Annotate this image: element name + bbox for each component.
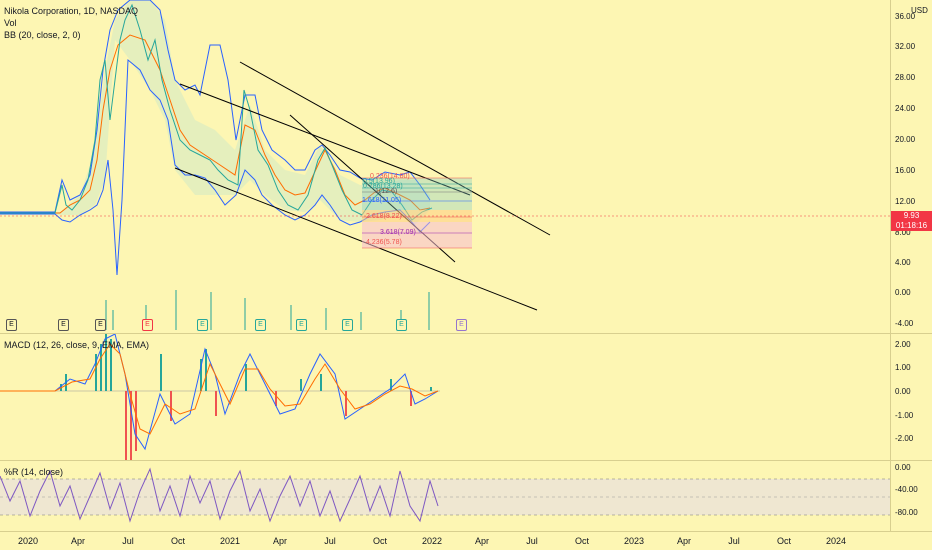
price-tick: 4.00 bbox=[895, 258, 911, 267]
earnings-badge[interactable]: E bbox=[396, 319, 407, 331]
fib-level-5: 2.618(8.22) bbox=[366, 213, 402, 220]
time-label: Apr bbox=[70, 536, 86, 546]
earnings-badge[interactable]: E bbox=[6, 319, 17, 331]
time-label: Apr bbox=[272, 536, 288, 546]
earnings-badge[interactable]: E bbox=[142, 319, 153, 331]
bollinger-upper-band bbox=[0, 0, 431, 213]
time-label: Jul bbox=[526, 536, 538, 546]
signal-line bbox=[0, 343, 439, 435]
earnings-badge[interactable]: E bbox=[342, 319, 353, 331]
macd-tick: 2.00 bbox=[895, 340, 911, 349]
earnings-badge[interactable]: E bbox=[58, 319, 69, 331]
macd-line bbox=[0, 334, 439, 451]
fib-level-3: 1(12.6) bbox=[375, 188, 398, 195]
price-scale[interactable]: USD 36.00 32.00 28.00 24.00 20.00 16.00 … bbox=[890, 0, 932, 333]
macd-label: MACD (12, 26, close, 9, EMA, EMA) bbox=[4, 340, 150, 350]
bollinger-lower-band bbox=[0, 58, 431, 276]
bar-countdown-label: 01:18:16 bbox=[891, 221, 932, 231]
price-tick: 16.00 bbox=[895, 166, 916, 175]
trendline-upper bbox=[239, 61, 551, 236]
volume-bars bbox=[105, 290, 430, 330]
time-label: Jul bbox=[122, 536, 134, 546]
time-label: Oct bbox=[574, 536, 590, 546]
earnings-badge[interactable]: E bbox=[296, 319, 307, 331]
fib-level-6: 3.618(7.09) bbox=[380, 229, 416, 236]
fib-level-1: 0.5(13.96) bbox=[363, 178, 395, 185]
williams-r-pane[interactable]: %R (14, close) bbox=[0, 461, 890, 531]
williams-r-scale[interactable]: 0.00 -40.00 -80.00 bbox=[890, 461, 932, 531]
time-label: 2020 bbox=[17, 536, 39, 546]
macd-tick: 0.00 bbox=[895, 387, 911, 396]
trendline-lower bbox=[174, 167, 538, 311]
wr-tick: 0.00 bbox=[895, 463, 911, 472]
macd-histogram-down bbox=[125, 391, 412, 460]
earnings-badge[interactable]: E bbox=[456, 319, 467, 331]
macd-scale[interactable]: 2.00 1.00 0.00 -1.00 -2.00 bbox=[890, 334, 932, 460]
macd-tick: -1.00 bbox=[895, 411, 914, 420]
price-chart-pane[interactable]: Nikola Corporation, 1D, NASDAQ Vol BB (2… bbox=[0, 0, 890, 333]
time-label: 2021 bbox=[219, 536, 241, 546]
price-tick: 36.00 bbox=[895, 12, 916, 21]
time-label: Apr bbox=[676, 536, 692, 546]
symbol-title: Nikola Corporation, 1D, NASDAQ bbox=[4, 6, 139, 16]
macd-tick: 1.00 bbox=[895, 363, 911, 372]
pane-separator[interactable] bbox=[0, 333, 932, 334]
wr-tick: -80.00 bbox=[895, 508, 918, 517]
price-chart-svg bbox=[0, 0, 890, 330]
time-label: 2022 bbox=[421, 536, 443, 546]
williams-r-line bbox=[0, 467, 439, 523]
williams-r-label: %R (14, close) bbox=[4, 467, 64, 477]
price-tick: 0.00 bbox=[895, 288, 911, 297]
bollinger-band-fill bbox=[0, 0, 430, 225]
currency-label: USD bbox=[911, 6, 928, 15]
macd-pane[interactable]: MACD (12, 26, close, 9, EMA, EMA) bbox=[0, 334, 890, 460]
earnings-badge[interactable]: E bbox=[95, 319, 106, 331]
bollinger-label: BB (20, close, 2, 0) bbox=[4, 30, 81, 40]
price-tick: 24.00 bbox=[895, 104, 916, 113]
time-label: Apr bbox=[474, 536, 490, 546]
wr-tick: -40.00 bbox=[895, 485, 918, 494]
price-tick: 28.00 bbox=[895, 73, 916, 82]
earnings-badge[interactable]: E bbox=[255, 319, 266, 331]
price-tick: 8.00 bbox=[895, 228, 911, 237]
time-label: Jul bbox=[324, 536, 336, 546]
macd-svg bbox=[0, 334, 440, 460]
williams-r-svg bbox=[0, 467, 890, 523]
time-axis[interactable]: 2020 Apr Jul Oct 2021 Apr Jul Oct 2022 A… bbox=[0, 531, 890, 550]
price-tick: 12.00 bbox=[895, 197, 916, 206]
earnings-badge[interactable]: E bbox=[197, 319, 208, 331]
time-label: Oct bbox=[776, 536, 792, 546]
time-label: 2024 bbox=[825, 536, 847, 546]
time-label: Jul bbox=[728, 536, 740, 546]
fib-level-4: 1.618(11.05) bbox=[362, 197, 402, 204]
time-label: 2023 bbox=[623, 536, 645, 546]
price-tick: 32.00 bbox=[895, 42, 916, 51]
price-tick: -4.00 bbox=[895, 319, 914, 328]
ema-line bbox=[0, 34, 431, 214]
time-label: Oct bbox=[372, 536, 388, 546]
volume-label: Vol bbox=[4, 18, 17, 28]
price-series bbox=[0, 3, 433, 221]
fib-level-0: 0.236(14.80) bbox=[370, 173, 410, 180]
last-price-label: 9.93 bbox=[891, 211, 932, 221]
price-tick: 20.00 bbox=[895, 135, 916, 144]
trendline-mid bbox=[179, 83, 471, 196]
time-label: Oct bbox=[170, 536, 186, 546]
pane-separator[interactable] bbox=[0, 460, 932, 461]
fib-level-7: 4.236(5.78) bbox=[366, 239, 402, 246]
time-axis-separator bbox=[0, 531, 932, 532]
fib-level-2: 0.786(13.28) bbox=[363, 183, 403, 190]
macd-tick: -2.00 bbox=[895, 434, 914, 443]
